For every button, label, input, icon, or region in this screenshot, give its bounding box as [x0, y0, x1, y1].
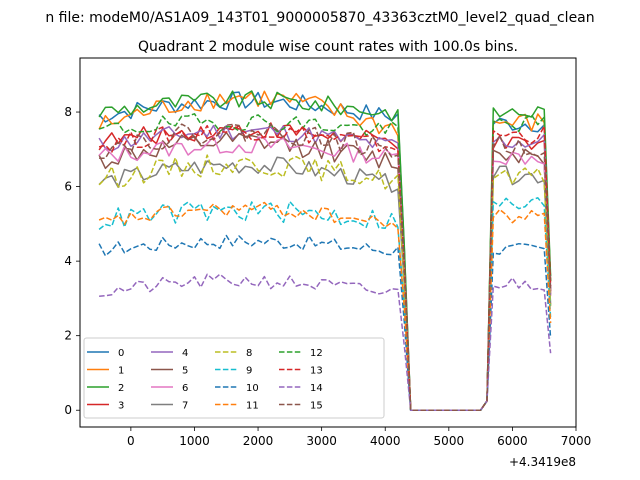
- y-tick-label: 6: [64, 180, 72, 194]
- legend-label-15: 15: [310, 401, 323, 412]
- y-tick-label: 4: [64, 254, 72, 268]
- chart-title: Quadrant 2 module wise count rates with …: [138, 39, 518, 55]
- series-line-15: [99, 123, 552, 411]
- x-tick-label: 3000: [306, 434, 337, 448]
- y-tick-label: 2: [64, 329, 72, 343]
- x-axis: 0 1000 2000 3000 4000 5000 6000 7000: [127, 427, 591, 448]
- legend-label-1: 1: [118, 366, 124, 377]
- legend-label-8: 8: [246, 348, 252, 359]
- legend-label-4: 4: [182, 348, 188, 359]
- x-tick-label: 2000: [243, 434, 274, 448]
- x-tick-label: 1000: [179, 434, 210, 448]
- y-axis: 0 2 4 6 8: [64, 105, 80, 417]
- legend-label-6: 6: [182, 383, 188, 394]
- legend-label-3: 3: [118, 401, 124, 412]
- x-tick-label: 6000: [497, 434, 528, 448]
- series-line-14: [99, 273, 552, 411]
- legend-label-0: 0: [118, 348, 124, 359]
- legend-label-7: 7: [182, 401, 188, 412]
- x-tick-label: 7000: [561, 434, 592, 448]
- figure-suptitle: n file: modeM0/AS1A09_143T01_9000005870_…: [45, 10, 594, 26]
- legend-label-11: 11: [246, 401, 259, 412]
- y-tick-label: 8: [64, 105, 72, 119]
- legend-label-12: 12: [310, 348, 323, 359]
- x-tick-label: 4000: [370, 434, 401, 448]
- legend-label-10: 10: [246, 383, 259, 394]
- legend-label-13: 13: [310, 366, 323, 377]
- series-line-10: [98, 234, 552, 411]
- x-tick-label: 5000: [434, 434, 465, 448]
- series-line-9: [98, 197, 552, 411]
- x-tick-label: 0: [127, 434, 135, 448]
- legend-box: [83, 337, 385, 419]
- y-tick-label: 0: [64, 403, 72, 417]
- legend-label-9: 9: [246, 366, 252, 377]
- legend-label-5: 5: [182, 366, 188, 377]
- plot-series-layer: [98, 90, 552, 411]
- x-axis-offset-label: +4.3419e8: [509, 455, 576, 469]
- legend-label-14: 14: [310, 383, 323, 394]
- legend-label-2: 2: [118, 383, 124, 394]
- plot-frame: [79, 57, 577, 428]
